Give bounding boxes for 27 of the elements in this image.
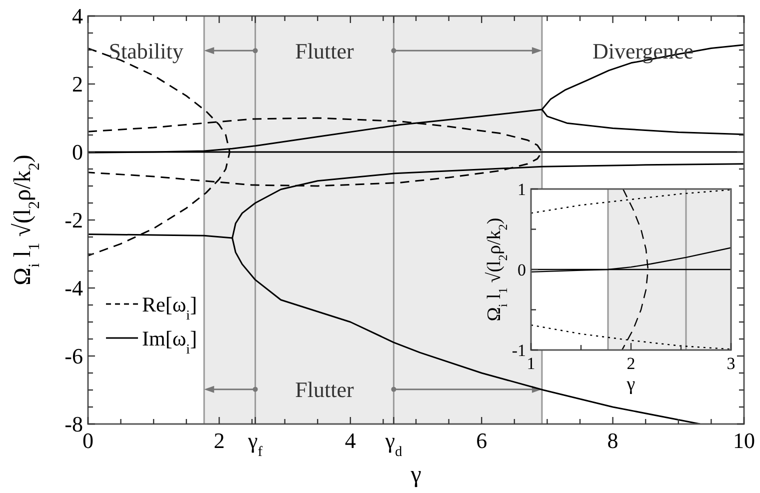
x-tick-label: 2 [626, 354, 636, 373]
legend-label: Re[ω$_{i}$] [142, 292, 197, 322]
x-tick-label: 6 [476, 428, 488, 453]
x-axis-title: γ [626, 374, 636, 395]
y-tick-label: -8 [64, 412, 83, 437]
x-tick-label: 10 [733, 428, 755, 453]
y-tick-label: -6 [64, 344, 83, 369]
y-tick-label: -1 [512, 340, 526, 360]
annotation: Divergence [592, 38, 694, 64]
x-tick-label: 8 [607, 428, 618, 453]
annotation: Flutter [295, 377, 354, 402]
annotation: Flutter [295, 38, 354, 64]
y-tick-label: 0 [518, 260, 526, 280]
x-tick-label: 2 [214, 428, 225, 453]
x-tick-label: 3 [726, 354, 736, 373]
x-tick-label: γ$_{f}$ [247, 428, 263, 460]
x-axis-title: γ [410, 462, 422, 488]
y-tick-label: -4 [64, 276, 83, 301]
legend-label: Im[ω$_{i}$] [142, 326, 197, 356]
annotation: Stability [108, 38, 184, 64]
y-tick-label: 2 [72, 72, 83, 97]
x-tick-label: γ$_{d}$ [384, 428, 402, 460]
y-tick-label: 0 [72, 140, 83, 165]
y-tick-label: 4 [72, 4, 83, 29]
y-tick-label: -2 [64, 208, 83, 233]
x-tick-label: 4 [344, 428, 356, 453]
y-tick-label: 1 [518, 180, 526, 199]
